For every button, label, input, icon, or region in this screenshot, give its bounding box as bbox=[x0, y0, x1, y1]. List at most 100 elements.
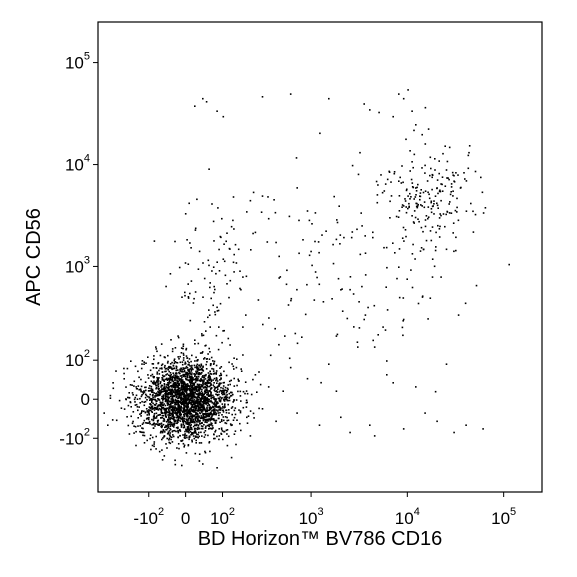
data-point bbox=[453, 431, 455, 434]
x-axis-label: BD Horizon™ BV786 CD16 bbox=[198, 528, 443, 550]
data-point bbox=[159, 354, 162, 357]
data-point bbox=[157, 387, 159, 390]
data-point bbox=[141, 360, 144, 362]
data-point bbox=[183, 413, 186, 415]
data-point bbox=[178, 416, 180, 419]
data-point bbox=[182, 352, 185, 355]
data-point bbox=[435, 246, 437, 248]
data-point bbox=[411, 286, 414, 289]
data-point bbox=[158, 373, 161, 375]
data-point bbox=[194, 407, 197, 410]
y-tick-label: 0 bbox=[81, 390, 90, 409]
data-point bbox=[192, 382, 195, 385]
data-point bbox=[165, 370, 167, 373]
data-point bbox=[133, 425, 135, 427]
data-point bbox=[392, 382, 394, 384]
data-point bbox=[206, 380, 209, 383]
data-point bbox=[156, 415, 158, 418]
data-point bbox=[200, 363, 203, 366]
data-point bbox=[205, 416, 207, 418]
data-point bbox=[203, 400, 205, 402]
data-point bbox=[233, 399, 235, 401]
data-point bbox=[184, 376, 187, 378]
data-point bbox=[240, 288, 242, 291]
data-point bbox=[205, 368, 208, 370]
data-point bbox=[412, 243, 414, 246]
data-point bbox=[207, 259, 210, 262]
data-point bbox=[170, 423, 172, 426]
data-point bbox=[148, 406, 151, 408]
data-point bbox=[222, 258, 225, 260]
data-point bbox=[182, 345, 185, 347]
data-point bbox=[181, 381, 184, 383]
data-point bbox=[175, 376, 177, 379]
data-point bbox=[156, 380, 158, 383]
data-point bbox=[200, 431, 202, 434]
data-point bbox=[211, 270, 213, 272]
data-point bbox=[209, 370, 211, 373]
data-point bbox=[188, 435, 191, 437]
data-point bbox=[187, 296, 190, 298]
data-point bbox=[427, 318, 429, 320]
data-point bbox=[203, 436, 206, 438]
data-point bbox=[395, 215, 398, 218]
data-point bbox=[429, 174, 431, 177]
data-point bbox=[164, 393, 166, 395]
data-point bbox=[200, 367, 203, 370]
data-point bbox=[194, 396, 196, 399]
data-point bbox=[209, 419, 211, 422]
data-point bbox=[181, 410, 183, 413]
data-point bbox=[181, 402, 184, 405]
data-point bbox=[160, 425, 162, 428]
data-point bbox=[454, 209, 457, 212]
data-point bbox=[215, 272, 217, 275]
data-point bbox=[160, 397, 163, 400]
data-point bbox=[401, 326, 404, 329]
data-point bbox=[212, 370, 215, 372]
data-point bbox=[190, 379, 192, 382]
data-point bbox=[176, 395, 178, 397]
data-point bbox=[228, 361, 230, 364]
data-point bbox=[183, 406, 185, 408]
data-point bbox=[170, 438, 172, 441]
data-point bbox=[405, 189, 408, 192]
data-point bbox=[190, 366, 193, 369]
data-point bbox=[156, 379, 158, 382]
data-point bbox=[210, 379, 212, 381]
data-point bbox=[196, 369, 199, 371]
data-point bbox=[120, 407, 123, 409]
data-point bbox=[133, 432, 135, 434]
data-point bbox=[363, 318, 365, 321]
data-point bbox=[197, 403, 199, 405]
data-point bbox=[168, 386, 170, 388]
data-point bbox=[188, 364, 190, 366]
data-point bbox=[173, 412, 176, 414]
data-point bbox=[377, 334, 379, 336]
data-point bbox=[206, 379, 209, 382]
data-point bbox=[150, 398, 152, 401]
data-point bbox=[177, 396, 180, 398]
data-point bbox=[189, 319, 192, 322]
data-point bbox=[210, 394, 212, 396]
data-point bbox=[189, 392, 192, 395]
data-point bbox=[187, 409, 189, 412]
data-point bbox=[223, 390, 225, 393]
data-point bbox=[202, 97, 204, 100]
y-tick-label: 103 bbox=[65, 254, 90, 276]
data-point bbox=[141, 410, 143, 413]
data-point bbox=[194, 360, 196, 362]
data-point bbox=[169, 405, 171, 408]
data-point bbox=[208, 423, 211, 426]
data-point bbox=[246, 416, 248, 419]
data-point bbox=[173, 420, 176, 423]
data-point bbox=[302, 239, 304, 241]
data-point bbox=[413, 222, 415, 224]
data-point bbox=[201, 411, 203, 413]
data-point bbox=[197, 376, 200, 378]
data-point bbox=[414, 258, 416, 260]
data-point bbox=[452, 190, 454, 192]
data-point bbox=[214, 398, 216, 400]
data-point bbox=[433, 265, 436, 268]
data-point bbox=[153, 445, 155, 448]
data-point bbox=[160, 386, 162, 388]
